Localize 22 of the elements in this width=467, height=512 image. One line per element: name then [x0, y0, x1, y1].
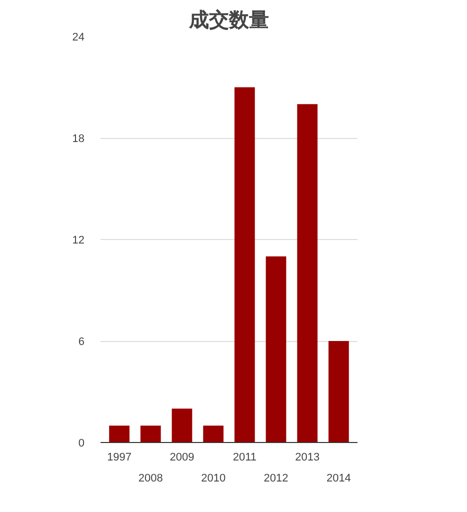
- bar: [109, 426, 130, 442]
- x-tick-label: 2012: [264, 472, 288, 484]
- bar: [140, 426, 161, 442]
- bar: [266, 256, 286, 442]
- y-tick-label: 0: [78, 438, 85, 450]
- x-tick-label: 2014: [326, 472, 351, 484]
- y-tick-label: 18: [72, 133, 85, 145]
- x-tick-label: 2010: [201, 472, 226, 484]
- x-tick-label: 2009: [170, 452, 194, 464]
- y-tick-label: 12: [72, 234, 85, 246]
- bar: [234, 87, 255, 442]
- x-tick-label: 1997: [107, 452, 132, 464]
- x-tick-label: 2008: [138, 472, 163, 484]
- x-tick-label: 2013: [295, 452, 320, 464]
- x-tick-label: 2011: [232, 452, 256, 464]
- y-tick-label: 6: [78, 336, 85, 348]
- bar: [172, 408, 192, 442]
- bar: [297, 104, 318, 442]
- bar: [203, 426, 224, 442]
- bar: [328, 341, 349, 442]
- chart-title: 成交数量: [188, 8, 269, 32]
- y-tick-label: 24: [72, 32, 85, 44]
